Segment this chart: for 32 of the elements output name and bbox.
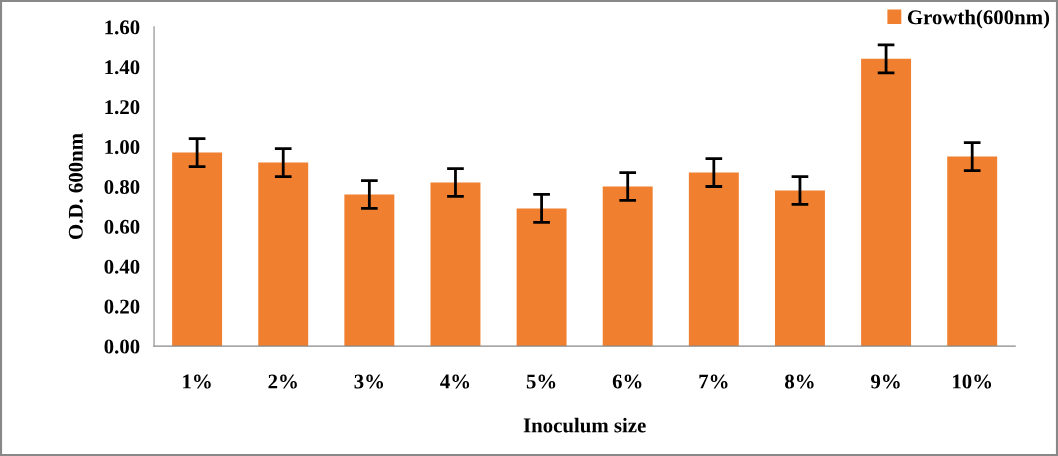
y-tick-label: 1.60 (105, 20, 140, 35)
y-axis-title: O.D. 600nm (68, 133, 83, 240)
bar (861, 58, 912, 347)
y-tick-label: 0.60 (104, 219, 140, 234)
x-tick-label: 8% (785, 374, 814, 389)
x-tick-label: 2% (268, 374, 297, 389)
bar (516, 208, 567, 347)
x-tick-label: 10% (953, 374, 992, 389)
x-tick-label: 5% (526, 374, 556, 389)
x-tick-label: 6% (612, 374, 642, 389)
y-tick-label: 1.00 (105, 139, 140, 155)
bar (344, 194, 395, 347)
y-tick-label: 0.80 (104, 179, 140, 195)
y-tick-label: 0.20 (104, 299, 140, 314)
y-tick-label: 1.40 (105, 60, 140, 75)
bar (688, 172, 739, 347)
x-tick-label: 9% (871, 374, 900, 389)
x-tick-label: 3% (354, 374, 384, 389)
bar (258, 162, 309, 347)
bar (172, 152, 223, 347)
bar (602, 186, 653, 347)
bar (947, 156, 998, 347)
x-axis-title: Inoculum size (523, 417, 646, 433)
x-tick-label: 1% (183, 374, 211, 389)
x-tick-label: 4% (440, 374, 470, 389)
legend-label: Growth(600nm) (907, 9, 1050, 29)
bar (430, 182, 481, 347)
y-tick-label: 0.40 (104, 259, 140, 274)
x-tick-label: 7% (699, 374, 728, 389)
y-tick-label: 1.20 (105, 100, 140, 115)
y-tick-label: 0.00 (104, 339, 140, 354)
bar (774, 190, 825, 347)
